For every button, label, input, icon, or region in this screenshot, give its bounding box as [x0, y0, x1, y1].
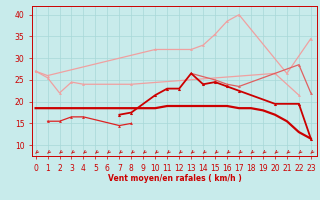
- X-axis label: Vent moyen/en rafales ( km/h ): Vent moyen/en rafales ( km/h ): [108, 174, 241, 183]
